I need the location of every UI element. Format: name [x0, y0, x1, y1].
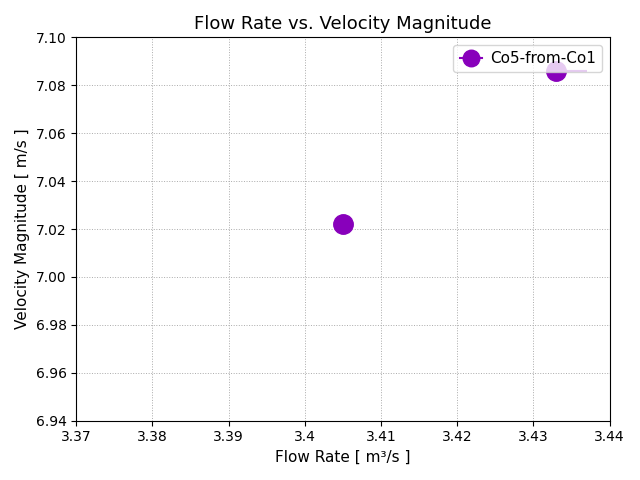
Legend: Co5-from-Co1: Co5-from-Co1 — [453, 45, 602, 72]
Title: Flow Rate vs. Velocity Magnitude: Flow Rate vs. Velocity Magnitude — [194, 15, 492, 33]
Point — [551, 67, 561, 75]
X-axis label: Flow Rate [ m³/s ]: Flow Rate [ m³/s ] — [275, 450, 411, 465]
Y-axis label: Velocity Magnitude [ m/s ]: Velocity Magnitude [ m/s ] — [15, 129, 30, 329]
Point — [338, 220, 348, 228]
